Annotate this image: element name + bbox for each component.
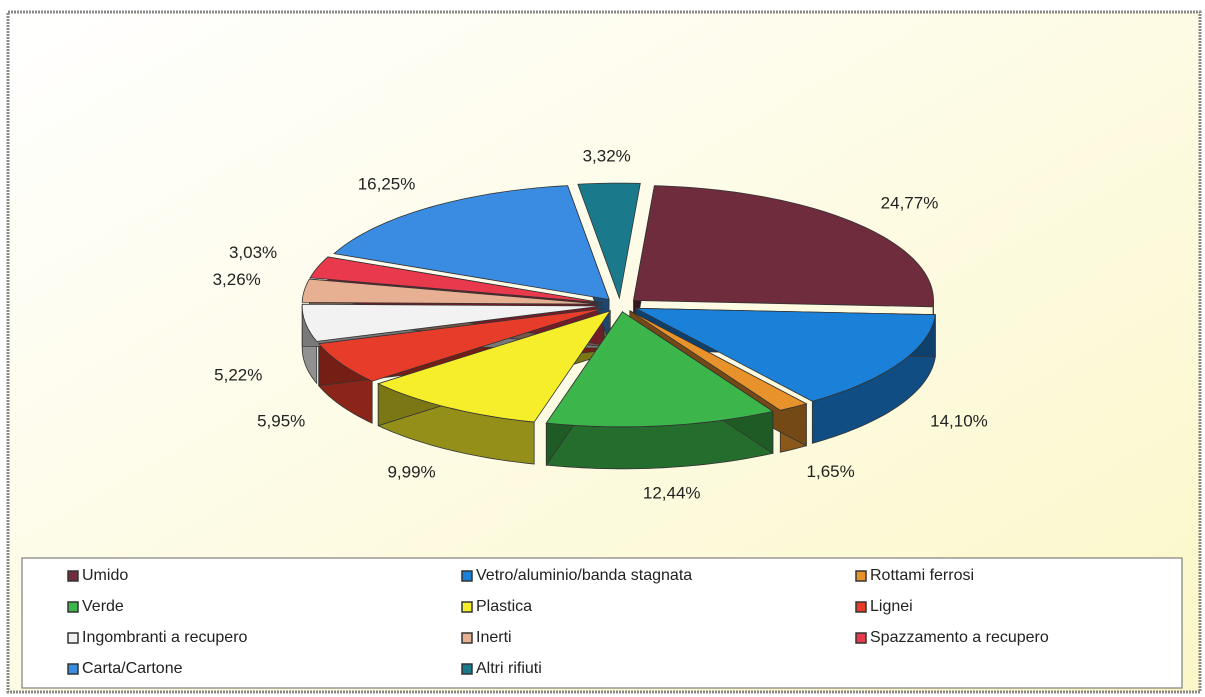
data-label: 3,26% bbox=[213, 270, 261, 289]
slice bbox=[545, 311, 774, 428]
legend-label: Ingombranti a recupero bbox=[82, 629, 248, 646]
data-label: 9,99% bbox=[387, 463, 435, 482]
legend-label: Vetro/aluminio/banda stagnata bbox=[476, 567, 692, 584]
slice bbox=[301, 303, 603, 342]
data-label: 12,44% bbox=[643, 484, 701, 503]
data-label: 3,32% bbox=[583, 146, 631, 165]
legend-label: Carta/Cartone bbox=[82, 660, 183, 677]
slice bbox=[317, 307, 605, 382]
legend-swatch bbox=[461, 570, 473, 582]
slice bbox=[309, 256, 603, 304]
legend-swatch bbox=[67, 601, 79, 613]
legend-swatch bbox=[855, 570, 867, 582]
legend-swatch bbox=[855, 632, 867, 644]
slice bbox=[333, 185, 610, 301]
slice bbox=[577, 182, 641, 300]
legend-swatch bbox=[67, 570, 79, 582]
legend-label: Spazzamento a recupero bbox=[870, 629, 1049, 646]
legend-swatch bbox=[855, 601, 867, 613]
data-label: 1,65% bbox=[807, 462, 855, 481]
legend-label: Umido bbox=[82, 567, 128, 584]
labels: 24,77% 14,10% 1,65% 12,44% 9,99% 5,95% 5,22% 3,… bbox=[213, 146, 988, 502]
legend-label: Plastica bbox=[476, 598, 532, 615]
legend-label: Verde bbox=[82, 598, 124, 615]
legend-swatch bbox=[461, 663, 473, 675]
data-label: 3,03% bbox=[229, 243, 277, 262]
data-label: 24,77% bbox=[881, 194, 939, 213]
data-label: 16,25% bbox=[358, 175, 416, 194]
legend-box bbox=[21, 557, 1183, 689]
slice bbox=[635, 307, 936, 402]
slice bbox=[633, 185, 934, 308]
legend-swatch bbox=[461, 632, 473, 644]
legend-swatch bbox=[461, 601, 473, 613]
data-label: 14,10% bbox=[930, 412, 988, 431]
legend-label: Lignei bbox=[870, 598, 913, 615]
legend-swatch bbox=[67, 632, 79, 644]
legend-label: Altri rifiuti bbox=[476, 660, 542, 677]
slice bbox=[377, 310, 612, 423]
legend-swatch bbox=[67, 663, 79, 675]
data-label: 5,22% bbox=[214, 365, 262, 384]
tops bbox=[301, 182, 936, 428]
legend-label: Rottami ferrosi bbox=[870, 567, 974, 584]
slice bbox=[629, 310, 808, 411]
legend-label: Inerti bbox=[476, 629, 512, 646]
slice bbox=[301, 278, 603, 305]
data-label: 5,95% bbox=[257, 412, 305, 431]
